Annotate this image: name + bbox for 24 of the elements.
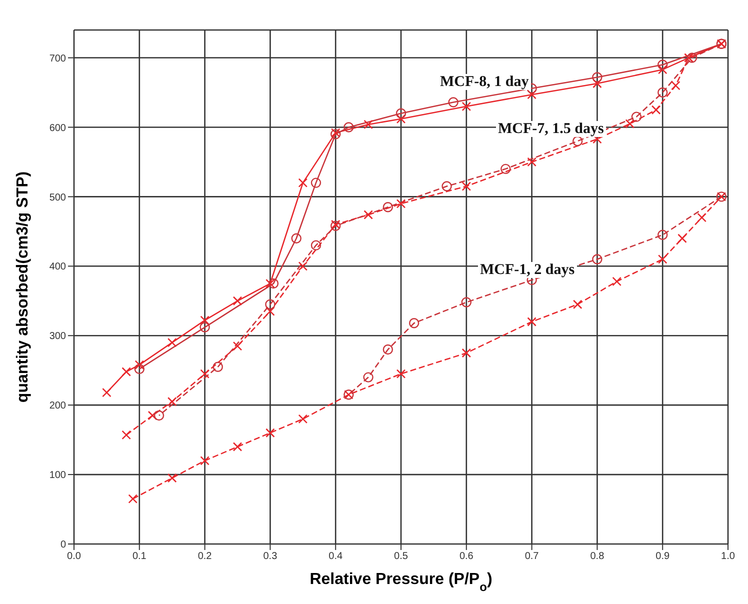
x-tick-label: 0.0 <box>67 551 82 562</box>
annotation: MCF-8, 1 day <box>438 74 531 90</box>
y-tick-label: 0 <box>60 540 66 551</box>
annotation: MCF-1, 2 days <box>478 262 577 278</box>
y-axis-title: quantity absorbed(cm3/g STP) <box>14 171 32 403</box>
x-tick-label: 0.7 <box>524 551 540 562</box>
y-tick-label: 100 <box>49 470 66 482</box>
y-tick-label: 500 <box>49 192 66 204</box>
annotation: MCF-7, 1.5 days <box>496 121 606 137</box>
x-tick-label: 0.9 <box>656 551 670 562</box>
y-tick-label: 700 <box>49 53 66 64</box>
x-tick-label: 0.6 <box>459 551 474 562</box>
y-tick-label: 200 <box>49 400 66 412</box>
x-tick-label: 0.8 <box>590 551 605 562</box>
x-tick-label: 1.0 <box>721 551 736 562</box>
x-tick-label: 0.5 <box>394 551 408 562</box>
x-tick-label: 0.1 <box>132 551 147 562</box>
x-tick-label: 0.4 <box>328 551 343 562</box>
x-tick-label: 0.2 <box>198 551 212 562</box>
y-tick-label: 300 <box>49 331 66 342</box>
y-tick-label: 400 <box>49 262 66 273</box>
y-tick-label: 600 <box>49 122 66 134</box>
x-tick-label: 0.3 <box>263 551 278 562</box>
x-axis-title: Relative Pressure (P/P$_{o}$) <box>310 571 492 594</box>
